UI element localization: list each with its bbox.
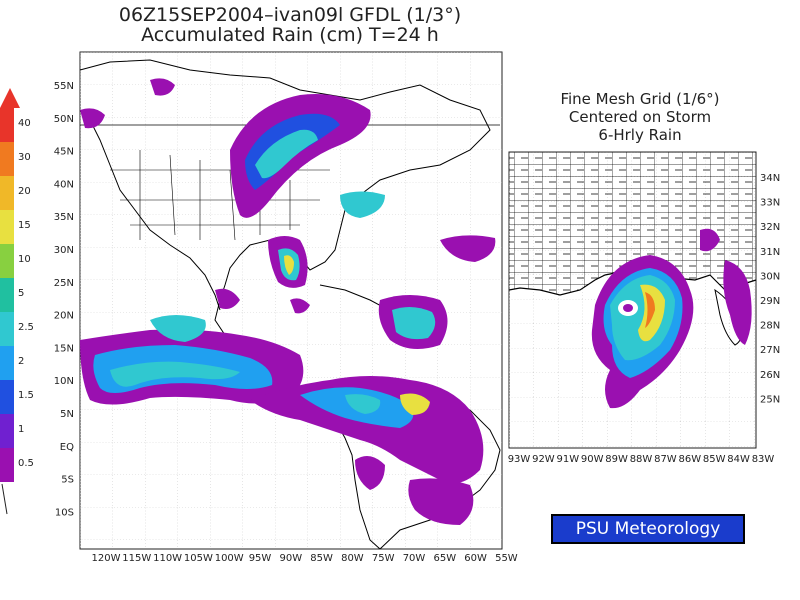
main-map-lat-label: 55N	[54, 81, 74, 92]
colorbar	[0, 88, 20, 482]
inset-lon-label: 88W	[630, 454, 653, 465]
main-map[interactable]: 55N50N45N40N35N30N25N20N15N10N5NEQ5S10S …	[0, 0, 520, 580]
colorbar-label: 30	[18, 152, 31, 163]
colorbar-segment	[0, 244, 14, 278]
colorbar-label: 1.5	[18, 390, 34, 401]
main-map-lat-label: 45N	[54, 147, 74, 158]
main-map-lon-label: 85W	[310, 553, 333, 564]
inset-lon-label: 93W	[508, 454, 531, 465]
main-map-lat-labels: 55N 50N 45N 40N 35N 30N 25N 20N 15N 10N 5N EQ 5S 10S	[54, 81, 74, 518]
main-map-lon-label: 70W	[403, 553, 426, 564]
rainfall-field	[80, 78, 496, 525]
main-map-lat-label: 25N	[54, 278, 74, 289]
inset-lon-label: 85W	[703, 454, 726, 465]
inset-lon-label: 90W	[581, 454, 604, 465]
inset-lat-label: 32N	[760, 222, 780, 233]
inset-lon-label: 84W	[727, 454, 750, 465]
colorbar-segment	[0, 312, 14, 346]
psu-meteorology-logo[interactable]: PSU Meteorology	[551, 514, 745, 544]
inset-title-line-2: Centered on Storm	[568, 108, 712, 126]
inset-lon-label: 86W	[678, 454, 701, 465]
main-map-lat-label: 40N	[54, 179, 74, 190]
colorbar-label: 20	[18, 186, 31, 197]
inset-lat-label: 34N	[760, 173, 780, 184]
inset-lat-label: 27N	[760, 345, 780, 356]
inset-lat-label: 30N	[760, 271, 780, 282]
main-map-lat-label: 35N	[54, 212, 74, 223]
main-map-lat-label: 15N	[54, 343, 74, 354]
colorbar-segment	[0, 346, 14, 380]
colorbar-label: 10	[18, 254, 31, 265]
inset-lon-label: 91W	[556, 454, 579, 465]
inset-lat-label: 29N	[760, 296, 780, 307]
inset-lon-label: 87W	[654, 454, 677, 465]
main-map-lon-label: 95W	[249, 553, 272, 564]
colorbar-label: 0.5	[18, 458, 34, 469]
colorbar-tick	[1, 483, 8, 515]
colorbar-top-arrow	[0, 88, 20, 108]
main-map-lat-label: EQ	[60, 442, 74, 453]
main-map-lon-label: 75W	[372, 553, 395, 564]
colorbar-segment	[0, 108, 14, 142]
inset-map[interactable]: 34N 33N 32N 31N 30N 29N 28N 27N 26N 25N 93W 92W 91W…	[500, 140, 800, 480]
main-map-lon-label: 65W	[433, 553, 456, 564]
main-map-lon-label: 120W	[92, 553, 121, 564]
colorbar-segment	[0, 414, 14, 448]
inset-lat-label: 28N	[760, 321, 780, 332]
main-map-lon-label: 105W	[184, 553, 213, 564]
main-map-lat-label: 50N	[54, 114, 74, 125]
colorbar-label: 2	[18, 356, 25, 367]
main-map-lat-label: 10N	[54, 376, 74, 387]
inset-lat-label: 26N	[760, 370, 780, 381]
colorbar-segment	[0, 142, 14, 176]
inset-rainfall	[591, 228, 752, 409]
main-map-lon-label: 80W	[341, 553, 364, 564]
main-map-lon-label: 60W	[464, 553, 487, 564]
colorbar-label: 40	[18, 118, 31, 129]
colorbar-segment	[0, 278, 14, 312]
main-map-lon-label: 115W	[122, 553, 151, 564]
main-map-lat-label: 30N	[54, 245, 74, 256]
inset-lon-label: 83W	[752, 454, 775, 465]
colorbar-label: 1	[18, 424, 25, 435]
inset-lat-label: 33N	[760, 198, 780, 209]
colorbar-label: 15	[18, 220, 31, 231]
colorbar-segment	[0, 176, 14, 210]
colorbar-segment	[0, 210, 14, 244]
main-map-lat-label: 5N	[60, 409, 74, 420]
main-map-lat-label: 20N	[54, 311, 74, 322]
main-map-lon-label: 55W	[495, 553, 518, 564]
main-map-lon-label: 100W	[215, 553, 244, 564]
colorbar-label: 2.5	[18, 322, 34, 333]
inset-lat-labels: 34N 33N 32N 31N 30N 29N 28N 27N 26N 25N	[760, 173, 780, 405]
inset-lat-label: 25N	[760, 394, 780, 405]
inset-lon-labels: 93W 92W 91W 90W 89W 88W 87W 86W 85W 84W 83W	[508, 454, 775, 465]
inset-lat-label: 31N	[760, 247, 780, 258]
main-map-lon-labels: 120W 115W 110W 105W 100W 95W 90W 85W 80W 75W 70W 65…	[92, 553, 518, 564]
main-map-lat-label: 10S	[55, 507, 74, 518]
title-line-1: 06Z15SEP2004–ivan09l GFDL (1/3°)	[118, 4, 462, 26]
inset-lon-label: 89W	[605, 454, 628, 465]
inset-lon-label: 92W	[532, 454, 555, 465]
main-map-lon-label: 90W	[279, 553, 302, 564]
main-map-lon-label: 110W	[153, 553, 182, 564]
inset-title-line-1: Fine Mesh Grid (1/6°)	[560, 90, 720, 108]
main-map-lat-label: 5S	[61, 475, 74, 486]
colorbar-segment	[0, 380, 14, 414]
title-line-2: Accumulated Rain (cm) T=24 h	[141, 24, 439, 46]
inset-counties	[509, 152, 756, 295]
colorbar-label: 5	[18, 288, 25, 299]
colorbar-segment	[0, 448, 14, 482]
inset-title-line-3: 6-Hrly Rain	[598, 126, 682, 144]
